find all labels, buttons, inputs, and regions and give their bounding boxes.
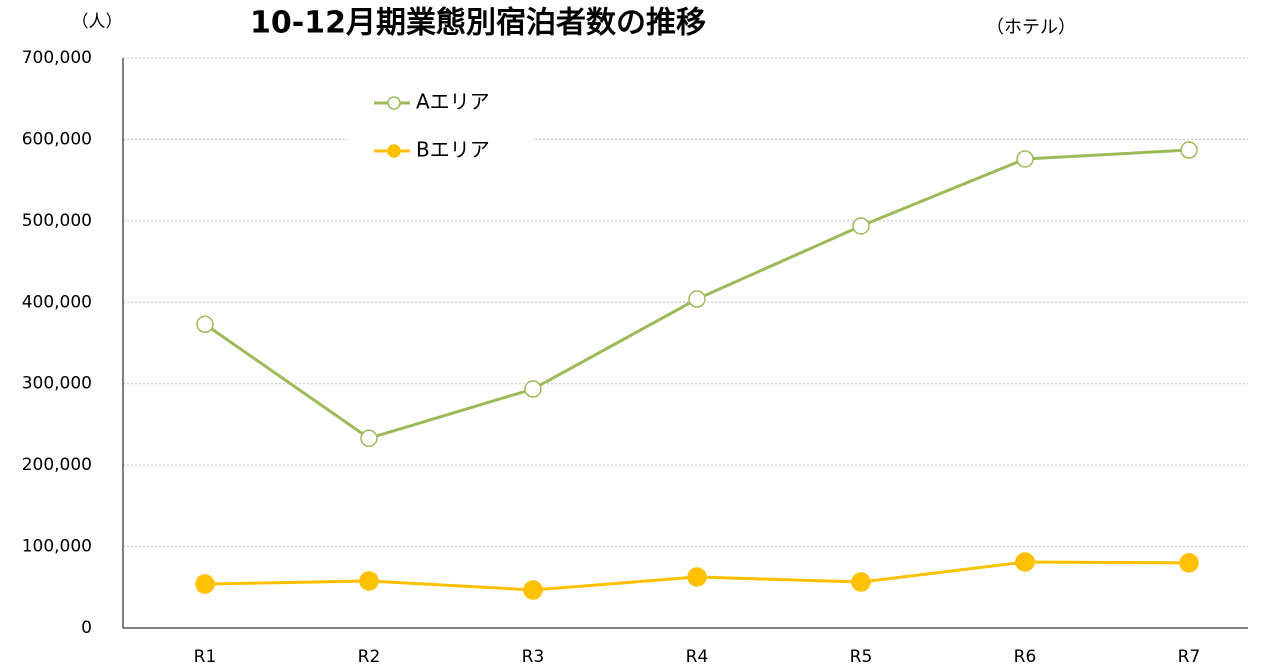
x-tick-label: R2 (358, 647, 381, 665)
marker (524, 380, 542, 398)
y-tick-label: 700,000 (22, 48, 92, 68)
chart-subtitle: （ホテル） (986, 17, 1076, 38)
marker (1180, 141, 1198, 159)
x-tick-label: R1 (194, 647, 217, 665)
x-tick-label: R4 (686, 647, 709, 665)
marker (360, 429, 378, 448)
legend-marker (387, 96, 401, 110)
x-tick-label: R6 (1014, 647, 1037, 665)
marker (852, 217, 870, 235)
marker (687, 567, 707, 587)
marker (1179, 553, 1199, 573)
y-tick-label: 600,000 (22, 129, 92, 149)
x-tick-label: R5 (850, 647, 873, 665)
marker (688, 290, 706, 308)
marker (851, 572, 871, 592)
y-tick-label: 300,000 (22, 374, 92, 394)
legend-marker (387, 144, 401, 158)
marker (1015, 552, 1035, 572)
marker (195, 574, 215, 594)
marker (1016, 150, 1034, 168)
legend-label: Aエリア (416, 90, 490, 114)
x-tick-label: R3 (522, 647, 545, 665)
marker (196, 315, 214, 334)
y-tick-label: 0 (81, 618, 92, 638)
y-tick-label: 200,000 (22, 455, 92, 475)
marker (359, 571, 379, 591)
y-tick-label: 400,000 (22, 292, 92, 312)
legend-bg (348, 80, 535, 175)
marker (523, 580, 543, 600)
chart-title: 10-12月期業態別宿泊者数の推移 (250, 6, 706, 41)
legend-label: Bエリア (416, 138, 490, 162)
x-tick-label: R7 (1178, 647, 1201, 665)
y-tick-label: 500,000 (22, 211, 92, 231)
y-axis-label: （人） (72, 12, 123, 32)
y-tick-label: 100,000 (22, 537, 92, 557)
